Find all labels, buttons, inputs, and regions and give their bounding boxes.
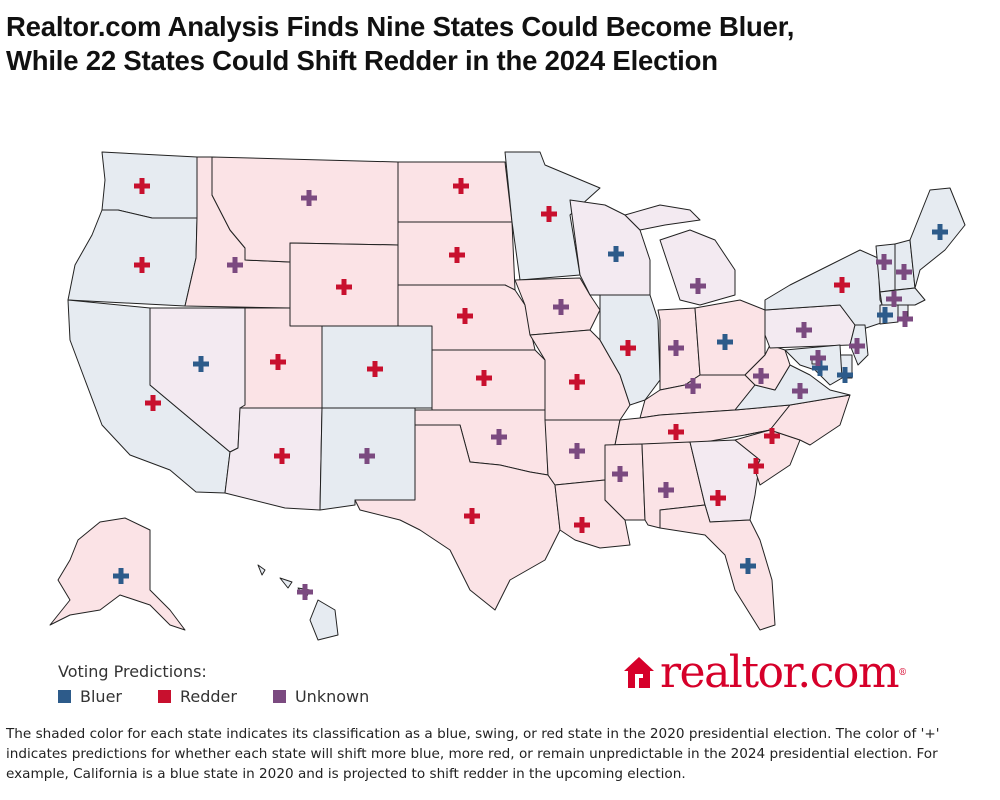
marker-wi-bluer [608,246,624,262]
marker-az-redder [274,448,290,464]
legend-label-redder: Redder [179,687,237,706]
marker-al-unknown [658,482,674,498]
logo-wordmark: realtor.com® [660,647,908,698]
title-line-1: Realtor.com Analysis Finds Nine States C… [6,11,795,42]
state-wi [569,199,651,296]
marker-tx-redder [464,508,480,524]
state-pa [764,304,856,349]
legend-label-unknown: Unknown [294,687,370,706]
marker-md-bluer [812,360,828,376]
marker-nc-redder [764,428,780,444]
marker-pa-unknown [796,322,812,338]
marker-mn-redder [541,206,557,222]
marker-ms-unknown [612,466,628,482]
us-states-map [49,151,966,641]
state-hi [257,564,339,641]
legend-title: Voting Predictions: [58,662,207,681]
state-mi [624,204,736,306]
marker-de-bluer [837,367,853,383]
marker-co-redder [367,361,383,377]
marker-ct-bluer [877,307,893,323]
marker-mo-redder [569,374,585,390]
marker-ia-unknown [553,299,569,315]
marker-ut-redder [270,354,286,370]
marker-in-unknown [668,340,684,356]
marker-dc-unknown [810,350,826,366]
page-title: Realtor.com Analysis Finds Nine States C… [6,10,986,78]
marker-id-unknown [227,257,243,273]
marker-or-redder [134,257,150,273]
realtor-logo: realtor.com® [622,648,907,698]
legend-swatch-bluer [58,690,71,703]
marker-va-unknown [792,383,808,399]
marker-nm-unknown [359,448,375,464]
legend-item-redder: Redder [157,687,237,706]
marker-oh-bluer [717,334,733,350]
legend-label-bluer: Bluer [80,687,122,706]
marker-nh-unknown [896,264,912,280]
state-nd [397,161,513,223]
marker-vt-unknown [876,254,892,270]
state-or [67,209,198,307]
title-line-2: While 22 States Could Shift Redder in th… [6,45,718,76]
marker-sc-redder [748,458,764,474]
marker-ks-redder [476,370,492,386]
marker-ny-redder [834,277,850,293]
marker-ar-unknown [569,443,585,459]
state-wv [744,344,791,391]
marker-wy-redder [336,279,352,295]
state-tx [354,424,561,611]
marker-me-bluer [932,224,948,240]
marker-la-redder [574,517,590,533]
marker-wv-unknown [753,368,769,384]
marker-il-redder [620,340,636,356]
legend-swatch-unknown [272,690,286,703]
legend-item-bluer: Bluer [58,687,122,706]
marker-mi-unknown [690,278,706,294]
marker-ma-unknown [886,291,902,307]
marker-nv-bluer [193,356,209,372]
marker-nj-unknown [849,338,865,354]
state-nc [744,394,851,446]
marker-ca-redder [145,395,161,411]
marker-tn-redder [668,424,684,440]
marker-ok-unknown [491,429,507,445]
marker-wa-redder [134,178,150,194]
state-md [784,344,843,386]
marker-ky-unknown [685,378,701,394]
house-icon [624,657,654,688]
marker-fl-bluer [740,558,756,574]
state-oh [694,299,766,376]
legend: Voting Predictions: Bluer Redder Unknown [58,662,405,706]
state-shapes [49,151,966,641]
state-az [224,407,323,511]
marker-ga-redder [710,490,726,506]
marker-hi-unknown [297,584,313,600]
marker-ri-unknown [897,311,913,327]
legend-swatch-redder [157,690,171,703]
marker-ne-redder [457,308,473,324]
marker-nd-redder [453,178,469,194]
marker-sd-redder [449,247,465,263]
prediction-markers [113,178,948,600]
legend-item-unknown: Unknown [272,687,370,706]
marker-mt-unknown [301,190,317,206]
marker-ak-bluer [113,568,129,584]
state-fl [659,504,776,631]
footnote: The shaded color for each state indicate… [6,726,940,782]
